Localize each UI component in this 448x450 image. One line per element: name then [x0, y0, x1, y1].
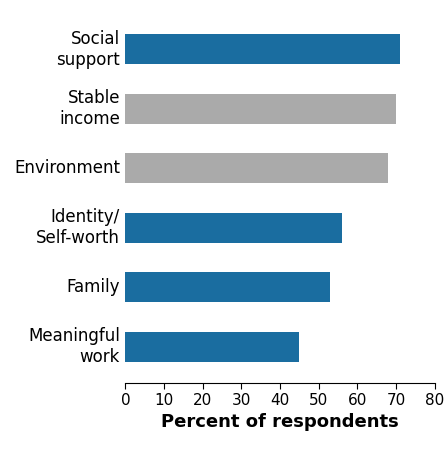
Bar	[125, 213, 342, 243]
Bar	[125, 34, 400, 64]
Bar	[125, 94, 396, 124]
Bar	[125, 272, 330, 302]
X-axis label: Percent of respondents: Percent of respondents	[161, 414, 399, 432]
Bar	[125, 332, 299, 362]
Bar	[125, 153, 388, 183]
